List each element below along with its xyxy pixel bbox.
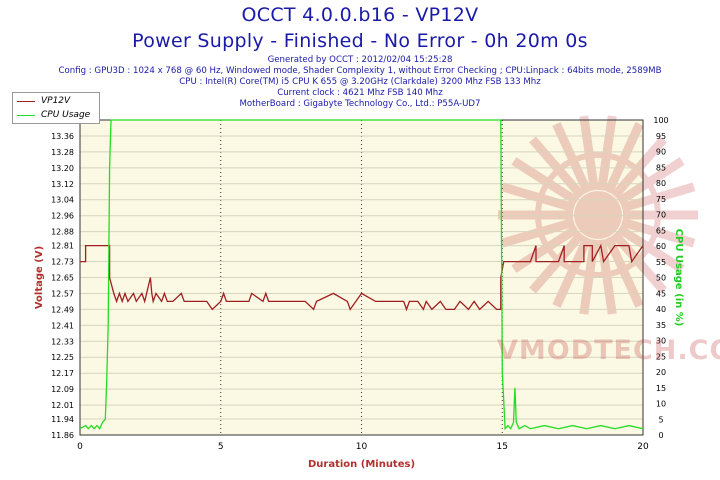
y-right-tick-label: 65: [656, 226, 666, 235]
y-right-tick-label: 45: [656, 289, 666, 298]
y-left-tick-label: 12.01: [51, 401, 74, 410]
x-tick-label: 10: [356, 442, 368, 452]
watermark-ray: [616, 157, 685, 206]
y-left-tick-label: 12.41: [51, 321, 74, 330]
info-generated: Generated by OCCT : 2012/02/04 15:25:28: [267, 55, 453, 65]
x-tick-label: 5: [218, 442, 224, 452]
y-left-tick-label: 13.12: [51, 180, 74, 189]
watermark-ray: [604, 122, 644, 195]
watermark-ray: [500, 182, 576, 213]
y-left-tick-label: 13.28: [51, 148, 74, 157]
x-tick-label: 20: [637, 442, 649, 452]
series-line-vp12v: [80, 243, 644, 312]
y-left-tick-label: 12.09: [51, 385, 74, 394]
x-tick-label: 15: [497, 442, 508, 452]
y-right-tick-label: 50: [656, 274, 666, 283]
watermark-ray: [597, 115, 617, 191]
y-left-tick-label: 12.81: [51, 242, 74, 251]
y-right-tick-label: 5: [658, 415, 663, 424]
info-clock: Current clock : 4621 Mhz FSB 140 Mhz: [277, 88, 443, 98]
info-cpu: CPU : Intel(R) Core(TM) i5 CPU K 655 @ 3…: [179, 77, 541, 87]
x-axis-label: Duration (Minutes): [308, 459, 415, 470]
y-right-tick-label: 10: [656, 400, 666, 409]
y-right-tick-label: 90: [656, 148, 666, 157]
watermark-ray: [604, 235, 644, 308]
y-left-tick-label: 13.04: [51, 196, 74, 205]
y-left-tick-label: 11.86: [51, 431, 74, 440]
watermark-core: [574, 191, 622, 239]
watermark-ray: [552, 235, 592, 308]
watermark-ray: [552, 122, 592, 195]
x-tick-label: 0: [77, 442, 83, 452]
info-config: Config : GPU3D : 1024 x 768 @ 60 Hz, Win…: [58, 66, 662, 76]
y-left-tick-label: 11.94: [51, 415, 74, 424]
y-right-tick-label: 70: [656, 211, 666, 220]
chart-title: OCCT 4.0.0.b16 - VP12V: [241, 4, 479, 26]
y-right-tick-label: 30: [656, 337, 666, 346]
y-right-tick-label: 20: [656, 368, 666, 377]
watermark-ray: [597, 239, 617, 315]
y-right-tick-label: 85: [656, 163, 666, 172]
y-right-tick-label: 55: [656, 258, 666, 267]
y-right-tick-label: 40: [656, 305, 666, 314]
y-left-tick-label: 12.25: [51, 353, 74, 362]
y-right-tick-label: 0: [658, 431, 663, 440]
watermark-ray: [620, 217, 696, 248]
y-left-tick-label: 12.88: [51, 228, 74, 237]
y-left-tick-label: 12.33: [51, 337, 74, 346]
watermark-ring: [535, 152, 661, 278]
y-right-tick-label: 100: [653, 116, 668, 125]
watermark-ray: [610, 230, 667, 294]
watermark-ray: [620, 182, 696, 213]
y-left-tick-label: 12.49: [51, 305, 74, 314]
y-right-tick-label: 15: [656, 384, 666, 393]
legend-label-cpu: CPU Usage: [41, 110, 91, 120]
info-motherboard: MotherBoard : Gigabyte Technology Co., L…: [239, 99, 481, 109]
watermark-graphic: [498, 115, 698, 315]
y-right-tick-label: 80: [656, 179, 666, 188]
y-left-tick-label: 12.57: [51, 289, 74, 298]
y-right-tick-label: 95: [656, 132, 666, 141]
series-line-cpu-usage: [79, 119, 644, 431]
watermark-ray: [500, 217, 576, 248]
legend-swatch-vp12v: [17, 100, 35, 102]
y-left-tick-label: 12.96: [51, 212, 74, 221]
watermark-ray: [579, 115, 599, 191]
legend-item-cpu: CPU Usage: [17, 110, 90, 120]
watermark-text: VMODTECH.COM: [497, 335, 720, 366]
chart-subtitle: Power Supply - Finished - No Error - 0h …: [132, 30, 588, 52]
watermark-ray: [616, 224, 685, 273]
legend: VP12V CPU Usage: [12, 92, 100, 124]
y-left-tick-label: 12.17: [51, 369, 74, 378]
y-right-tick-label: 75: [656, 195, 666, 204]
y-left-tick-label: 13.20: [51, 164, 74, 173]
legend-swatch-cpu: [17, 114, 35, 116]
y-right-tick-label: 35: [656, 321, 666, 330]
legend-item-vp12v: VP12V: [17, 96, 70, 106]
y-right-axis-label: CPU Usage (in %): [673, 229, 684, 327]
y-left-tick-label: 12.65: [51, 274, 74, 283]
y-right-tick-label: 60: [656, 242, 666, 251]
y-left-axis-label: Voltage (V): [34, 246, 45, 309]
y-left-tick-label: 12.73: [51, 258, 74, 267]
y-left-tick-label: 13.36: [51, 132, 74, 141]
legend-label-vp12v: VP12V: [41, 96, 71, 106]
y-right-tick-label: 25: [656, 352, 666, 361]
watermark-ray: [511, 224, 580, 273]
